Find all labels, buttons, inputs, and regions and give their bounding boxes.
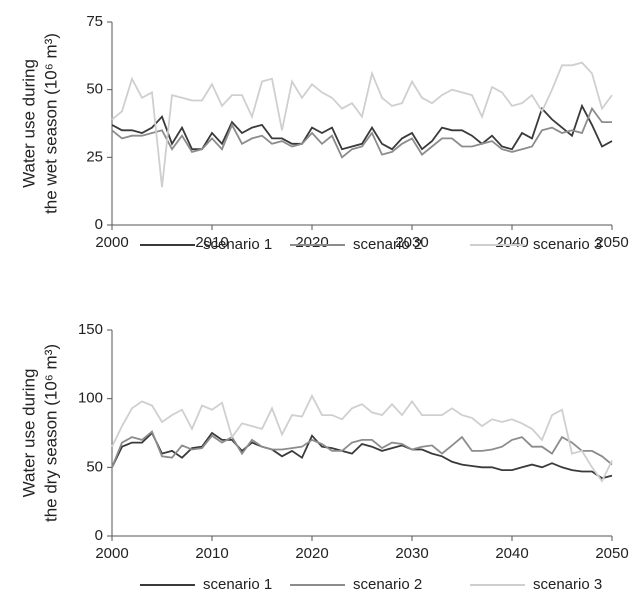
series-line [111, 431, 613, 480]
y-axis-label: the dry season (10⁶ m³) [41, 344, 60, 522]
y-axis-label: Water use during [19, 369, 38, 498]
y-axis-label: the wet season (10⁶ m³) [41, 33, 60, 214]
legend-label: scenario 3 [533, 236, 602, 253]
x-tick-label: 2010 [195, 234, 228, 251]
legend-label: scenario 2 [353, 236, 422, 253]
y-tick-label: 0 [95, 527, 103, 544]
x-tick-label: 2050 [595, 545, 628, 562]
series-line [111, 393, 613, 483]
x-tick-label: 2040 [495, 545, 528, 562]
y-axis-label: Water use during [19, 59, 38, 188]
series-line [111, 103, 613, 151]
legend-label: scenario 1 [203, 576, 272, 593]
series-line [111, 61, 613, 188]
y-tick-label: 0 [95, 216, 103, 233]
y-tick-label: 150 [78, 321, 103, 338]
x-tick-label: 2040 [495, 234, 528, 251]
x-tick-label: 2030 [395, 545, 428, 562]
x-tick-label: 2000 [95, 545, 128, 562]
legend-label: scenario 1 [203, 236, 272, 253]
x-tick-label: 2000 [95, 234, 128, 251]
x-tick-label: 2010 [195, 545, 228, 562]
y-tick-label: 50 [86, 458, 103, 475]
y-tick-label: 100 [78, 390, 103, 407]
series-line [111, 106, 612, 159]
x-tick-label: 2030 [395, 234, 428, 251]
legend-label: scenario 2 [353, 576, 422, 593]
y-tick-label: 50 [86, 81, 103, 98]
series-line [111, 430, 613, 468]
y-tick-label: 25 [86, 148, 103, 165]
x-tick-label: 2020 [295, 234, 328, 251]
y-tick-label: 75 [86, 13, 103, 30]
x-tick-label: 2020 [295, 545, 328, 562]
legend-label: scenario 3 [533, 576, 602, 593]
x-tick-label: 2050 [595, 234, 628, 251]
